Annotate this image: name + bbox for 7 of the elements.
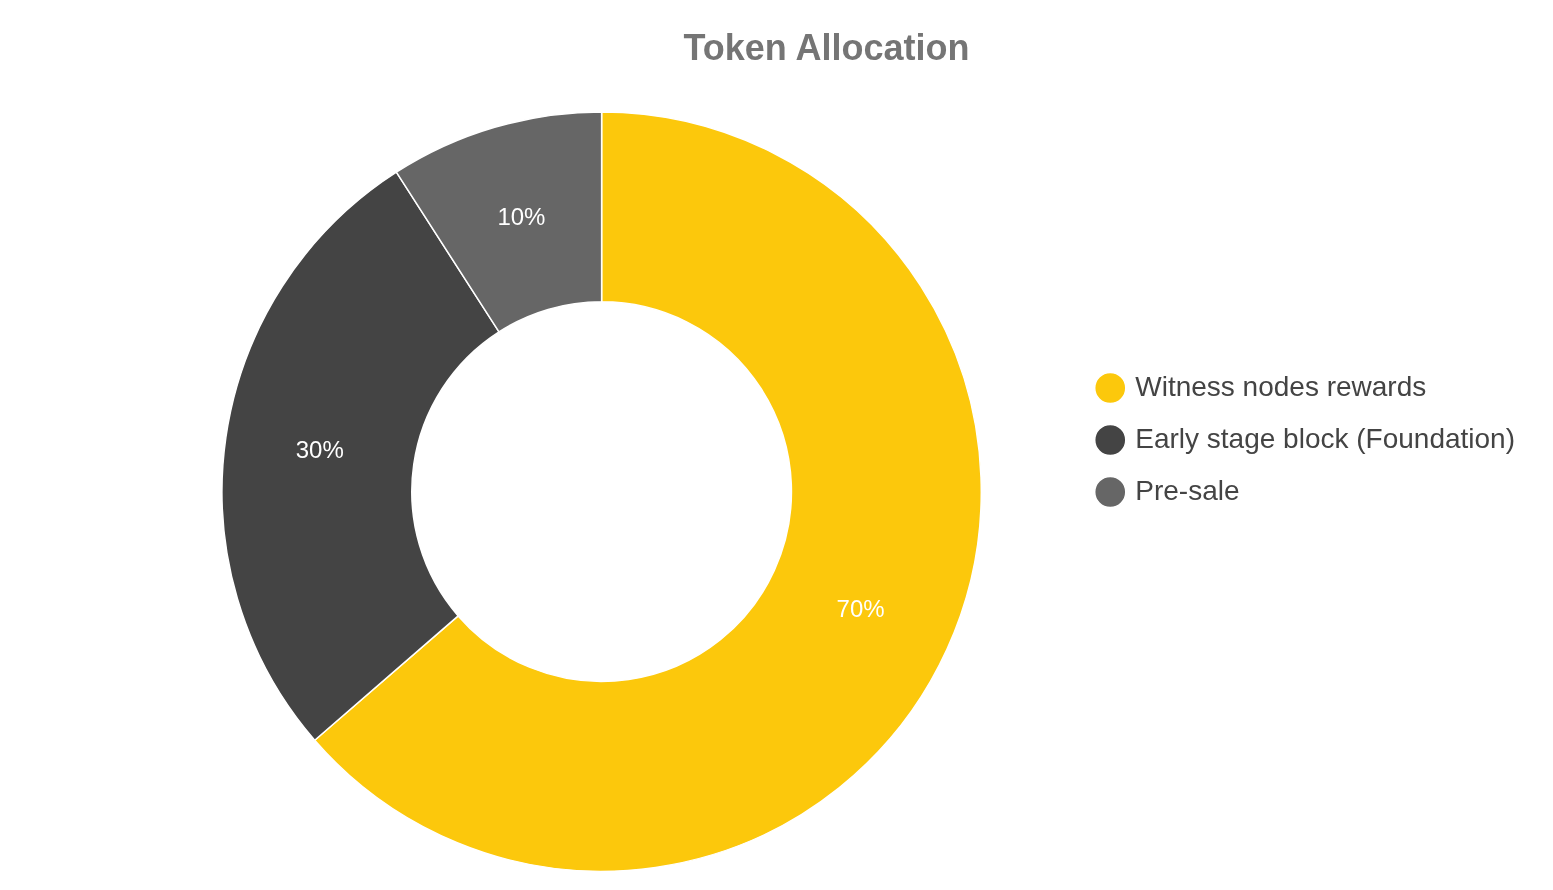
legend-label: Pre-sale [1135,474,1240,506]
data-label: 30% [295,435,344,463]
data-label: 70% [836,594,885,622]
legend-label: Witness nodes rewards [1135,370,1427,402]
chart-title: Token Allocation [683,26,970,68]
data-label: 10% [497,203,546,231]
legend-label: Early stage block (Foundation) [1135,422,1515,454]
